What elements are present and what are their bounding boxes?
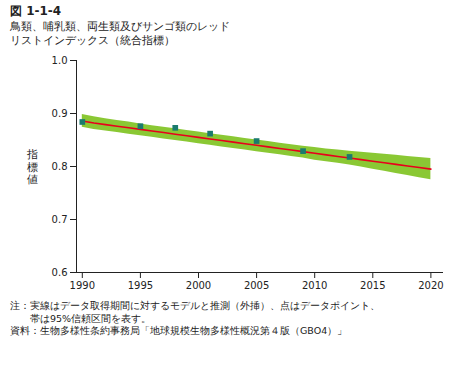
- svg-text:2010: 2010: [302, 280, 327, 291]
- svg-text:2005: 2005: [244, 280, 269, 291]
- svg-text:2020: 2020: [418, 280, 443, 291]
- svg-text:0.6: 0.6: [52, 267, 68, 278]
- html-text:注：実線はデータ取得期間に対するモデルと推測（外挿）、点はデ: 注：実線はデータ取得期間に対するモデルと推測（外挿）、点はデータポイント、 帯は…: [10, 300, 380, 336]
- svg-text:1995: 1995: [128, 280, 153, 291]
- svg-text:1990: 1990: [70, 280, 95, 291]
- svg-text:2000: 2000: [186, 280, 211, 291]
- html-text:図 1-1-4: 図 1-1-4: [10, 4, 62, 18]
- svg-text:0.8: 0.8: [52, 161, 68, 172]
- svg-text:0.9: 0.9: [52, 108, 68, 119]
- html-text:鳥類、哺乳類、両生類及びサンゴ類のレッド リストインデックス: 鳥類、哺乳類、両生類及びサンゴ類のレッド リストインデックス（統合指標）: [10, 20, 230, 47]
- svg-text:指標値: 指標値: [26, 148, 38, 186]
- svg-text:2015: 2015: [360, 280, 385, 291]
- svg-text:1.0: 1.0: [52, 55, 68, 66]
- svg-text:0.7: 0.7: [52, 214, 68, 225]
